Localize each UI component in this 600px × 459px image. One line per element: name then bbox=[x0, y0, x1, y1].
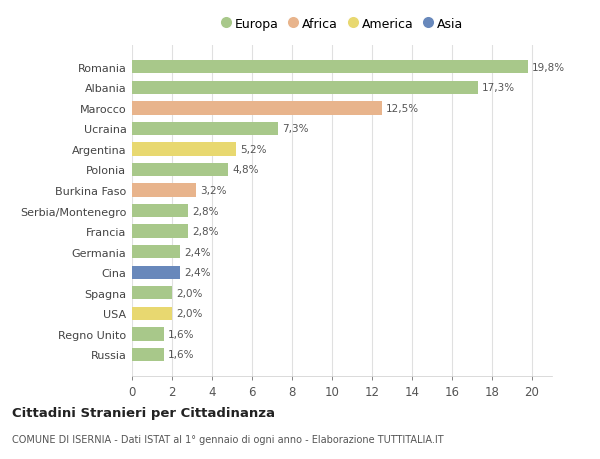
Text: 17,3%: 17,3% bbox=[482, 83, 515, 93]
Text: 3,2%: 3,2% bbox=[200, 185, 227, 196]
Bar bbox=[132, 307, 172, 320]
Text: 2,8%: 2,8% bbox=[192, 227, 218, 237]
Text: 12,5%: 12,5% bbox=[386, 104, 419, 113]
Bar bbox=[132, 81, 478, 95]
Text: 1,6%: 1,6% bbox=[168, 329, 194, 339]
Bar bbox=[132, 61, 528, 74]
Text: 2,0%: 2,0% bbox=[176, 309, 202, 319]
Bar bbox=[132, 123, 278, 136]
Legend: Europa, Africa, America, Asia: Europa, Africa, America, Asia bbox=[218, 15, 466, 33]
Bar bbox=[132, 328, 164, 341]
Text: 2,0%: 2,0% bbox=[176, 288, 202, 298]
Text: 4,8%: 4,8% bbox=[232, 165, 259, 175]
Text: 7,3%: 7,3% bbox=[282, 124, 308, 134]
Bar bbox=[132, 184, 196, 197]
Text: COMUNE DI ISERNIA - Dati ISTAT al 1° gennaio di ogni anno - Elaborazione TUTTITA: COMUNE DI ISERNIA - Dati ISTAT al 1° gen… bbox=[12, 434, 443, 444]
Text: Cittadini Stranieri per Cittadinanza: Cittadini Stranieri per Cittadinanza bbox=[12, 406, 275, 419]
Bar bbox=[132, 102, 382, 115]
Text: 1,6%: 1,6% bbox=[168, 350, 194, 360]
Bar bbox=[132, 143, 236, 156]
Bar bbox=[132, 225, 188, 238]
Bar bbox=[132, 348, 164, 361]
Bar bbox=[132, 246, 180, 259]
Text: 2,4%: 2,4% bbox=[184, 247, 211, 257]
Bar bbox=[132, 163, 228, 177]
Text: 2,8%: 2,8% bbox=[192, 206, 218, 216]
Bar bbox=[132, 204, 188, 218]
Bar bbox=[132, 266, 180, 280]
Text: 19,8%: 19,8% bbox=[532, 62, 565, 73]
Bar bbox=[132, 286, 172, 300]
Text: 5,2%: 5,2% bbox=[240, 145, 266, 155]
Text: 2,4%: 2,4% bbox=[184, 268, 211, 278]
